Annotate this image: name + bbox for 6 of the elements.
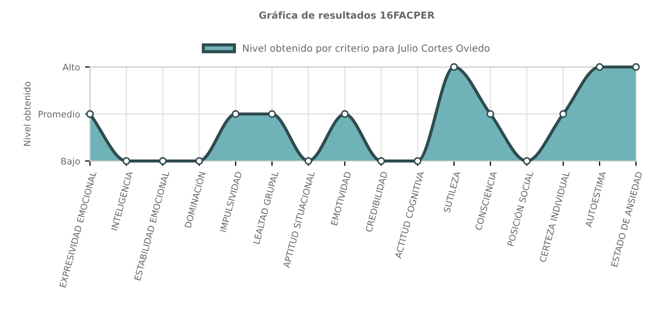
text: Alto	[62, 64, 80, 71]
y-axis-title: Nivel obtenido	[24, 82, 31, 146]
text: Bajo	[61, 158, 80, 166]
text: Promedio	[38, 110, 80, 118]
chart-title: Gráfica de resultados 16FACPER	[259, 10, 434, 19]
legend-label: Nivel obtenido por criterio para Julio Cortes Oviedo	[243, 44, 490, 54]
